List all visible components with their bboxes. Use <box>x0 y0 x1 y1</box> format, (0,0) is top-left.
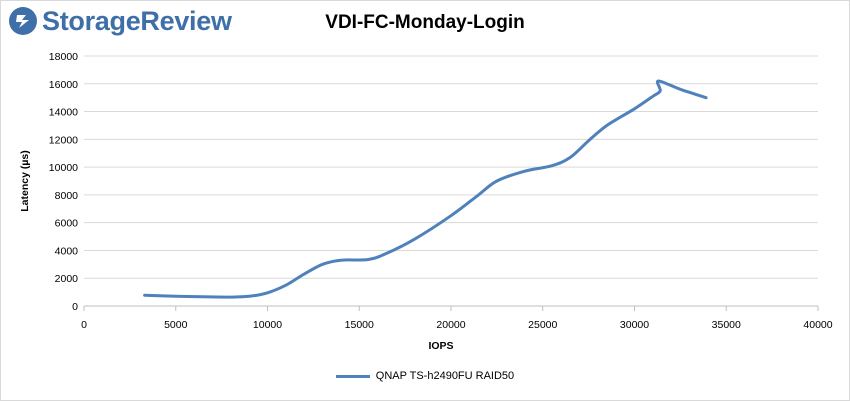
legend-label: QNAP TS-h2490FU RAID50 <box>375 370 515 382</box>
y-tick-label: 4000 <box>55 245 79 257</box>
brand-name: StorageReview <box>42 5 232 36</box>
legend: QNAP TS-h2490FU RAID50 <box>0 370 850 382</box>
y-tick-label: 0 <box>72 301 78 313</box>
x-tick-label: 35000 <box>712 319 741 331</box>
y-tick-label: 12000 <box>49 134 78 146</box>
x-tick-label: 25000 <box>528 319 557 331</box>
y-tick-label: 10000 <box>49 162 78 174</box>
storagereview-logo-icon <box>9 7 37 35</box>
x-tick-label: 5000 <box>164 319 188 331</box>
y-tick-label: 14000 <box>49 107 78 119</box>
brand-logo: StorageReview <box>8 6 232 36</box>
legend-swatch <box>335 374 370 378</box>
y-axis-title: Latency (µs) <box>19 150 31 211</box>
x-tick-label: 40000 <box>803 319 832 331</box>
x-tick-label: 20000 <box>436 319 465 331</box>
x-tick-label: 0 <box>81 319 87 331</box>
series-line <box>143 79 708 299</box>
y-tick-label: 16000 <box>49 79 78 91</box>
x-tick-label: 10000 <box>253 319 282 331</box>
chart-title: VDI-FC-Monday-Login <box>325 12 525 33</box>
y-tick-label: 6000 <box>55 218 79 230</box>
y-tick-label: 2000 <box>55 273 79 285</box>
x-tick-label: 30000 <box>620 319 649 331</box>
x-axis-title: IOPS <box>428 340 453 352</box>
x-tick-label: 15000 <box>345 319 374 331</box>
y-tick-label: 8000 <box>55 190 79 202</box>
y-tick-label: 18000 <box>49 51 78 63</box>
